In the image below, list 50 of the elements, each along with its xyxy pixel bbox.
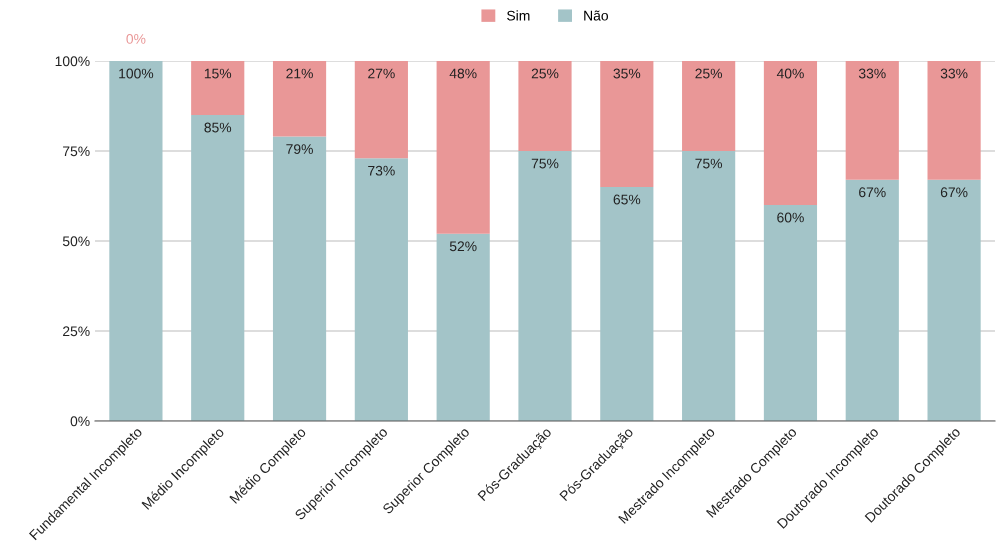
y-tick-label: 75% bbox=[63, 146, 90, 157]
legend-label: Não bbox=[584, 10, 609, 21]
legend-label: Sim bbox=[507, 10, 530, 21]
data-label: 65% bbox=[613, 194, 641, 205]
data-label: 67% bbox=[940, 187, 968, 198]
data-label: 25% bbox=[531, 68, 559, 79]
bar bbox=[354, 61, 408, 159]
data-label: 25% bbox=[695, 68, 723, 79]
bar bbox=[600, 187, 654, 421]
data-label: 75% bbox=[531, 158, 559, 169]
data-label: 15% bbox=[204, 68, 232, 79]
bar bbox=[518, 61, 572, 151]
bar bbox=[191, 115, 245, 421]
data-label: 75% bbox=[695, 158, 723, 169]
bar bbox=[763, 61, 818, 205]
bar bbox=[109, 61, 163, 421]
y-tick-label: 100% bbox=[55, 56, 90, 67]
bar bbox=[354, 158, 408, 421]
y-tick-label: 50% bbox=[62, 236, 90, 247]
bar bbox=[600, 61, 654, 187]
data-label: 60% bbox=[777, 212, 804, 223]
data-label: 33% bbox=[940, 68, 968, 79]
bar bbox=[272, 136, 327, 421]
bar bbox=[682, 151, 736, 421]
data-label: 52% bbox=[449, 241, 477, 252]
bar bbox=[763, 205, 818, 421]
bar bbox=[272, 61, 327, 137]
data-label: 100% bbox=[119, 68, 154, 79]
y-tick-label: 25% bbox=[63, 326, 90, 337]
data-label: 67% bbox=[859, 187, 886, 198]
bar bbox=[927, 61, 981, 180]
bar bbox=[845, 61, 899, 180]
data-label: 85% bbox=[204, 122, 232, 133]
data-label: 0% bbox=[126, 34, 146, 44]
data-label: 79% bbox=[286, 144, 313, 154]
y-tick-label: 0% bbox=[70, 416, 90, 427]
data-label: 33% bbox=[858, 68, 886, 79]
data-label: 27% bbox=[368, 68, 395, 79]
bar bbox=[518, 151, 572, 421]
bar bbox=[845, 179, 899, 421]
bar bbox=[436, 233, 490, 421]
data-label: 73% bbox=[368, 165, 395, 176]
data-label: 48% bbox=[449, 68, 477, 79]
bar bbox=[682, 61, 736, 151]
bar bbox=[436, 61, 490, 234]
data-label: 35% bbox=[613, 68, 641, 79]
data-label: 21% bbox=[286, 68, 313, 79]
data-label: 40% bbox=[776, 68, 804, 79]
bar bbox=[927, 179, 981, 421]
bar bbox=[191, 61, 245, 115]
